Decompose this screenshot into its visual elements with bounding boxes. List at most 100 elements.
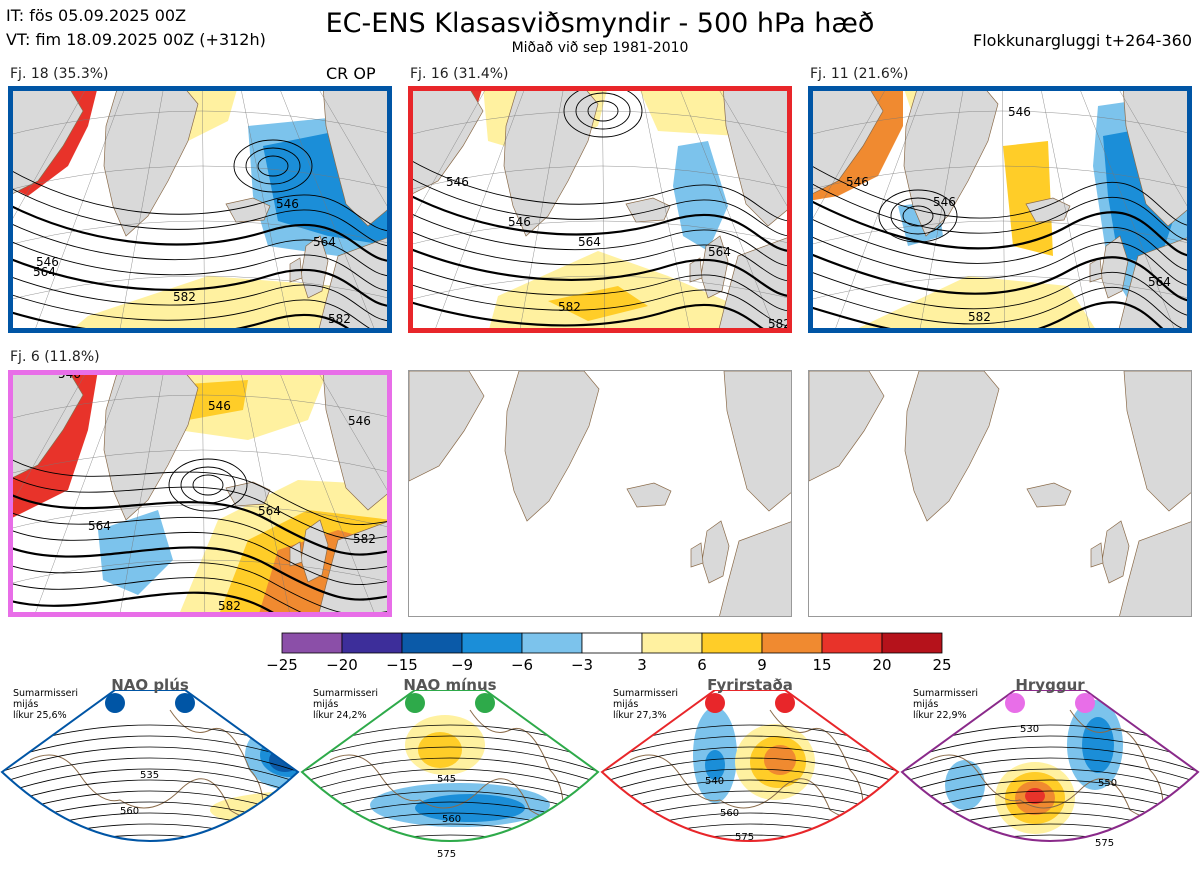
landmass (317, 519, 392, 617)
cluster-map-3: 546546546564582582 (808, 86, 1192, 333)
regime-fan-outline (0, 690, 300, 842)
contour-label: 546 (1008, 105, 1031, 119)
longitude-line (201, 86, 206, 333)
contour-label: 582 (968, 310, 991, 324)
contour-line (808, 286, 1192, 332)
regime-contour-label: 575 (437, 849, 456, 860)
contour-label: 546 (348, 414, 371, 428)
regime-text-line: mijás (313, 699, 339, 710)
contour-labels: 546546546564582582 (846, 105, 1192, 331)
regime-anomaly (415, 794, 525, 822)
contour-line (8, 474, 392, 541)
landmass (626, 482, 672, 508)
regime-coast (329, 754, 581, 819)
longitude-line (408, 86, 488, 228)
colorbar-tick-label: −9 (450, 656, 474, 674)
latitude-line (808, 110, 1192, 136)
regime-contour-label: 550 (1098, 778, 1117, 789)
latitude-line (8, 394, 392, 420)
contour-line (808, 163, 1192, 227)
contour-line (408, 229, 792, 282)
longitude-line (201, 370, 206, 617)
colorbar-bin (881, 632, 943, 654)
cluster-map-1: 546 546 564 564 582 582 (8, 86, 392, 333)
anomaly-area (1003, 141, 1053, 256)
contour-label: 564 (708, 245, 731, 259)
landmass (8, 86, 84, 197)
colorbar-tick-label: 9 (757, 656, 767, 674)
contour-label: 546 (36, 255, 59, 269)
colorbar-tick-label: 6 (697, 656, 707, 674)
regime-probability-text: Sumarmisseri mijás líkur 24,2% (313, 688, 378, 721)
contour-major (8, 545, 392, 601)
contour-line (8, 168, 392, 232)
landmass (903, 86, 999, 237)
regime-anomaly (1023, 851, 1053, 863)
valid-time: VT: fim 18.09.2025 00Z (+312h) (6, 30, 266, 49)
cluster-map-4: 546 546 546 564 564 582 582 (8, 370, 392, 617)
longitude-line (1078, 86, 1177, 333)
contour-line (408, 265, 792, 312)
contour-label: 582 (173, 290, 196, 304)
contour-major (408, 246, 792, 298)
longitude-line (119, 86, 165, 333)
empty-map-6-svg (809, 371, 1191, 616)
cluster-map-2: 546 546 564 564 582 582 (408, 86, 792, 333)
regime-text-line: Sumarmisseri (913, 688, 979, 699)
control-run-label: CR OP (326, 64, 376, 83)
cluster-label-2: Fj. 16 (31.4%) (410, 66, 509, 82)
colorbar-tick-label: 20 (872, 656, 892, 674)
colorbar-bin (641, 632, 703, 654)
regime-coast (469, 709, 564, 841)
contour-major (8, 256, 392, 308)
regime-contour (602, 735, 898, 762)
contour-line (408, 158, 792, 222)
page-title: EC-ENS Klasasviðsmyndir - 500 hPa hæð (325, 8, 875, 39)
regime-text-line: Sumarmisseri (13, 688, 79, 699)
longitude-line (433, 86, 526, 333)
regime-contour (602, 768, 898, 795)
empty-map-5-svg (409, 371, 791, 616)
colorbar-tick-label: −15 (386, 656, 418, 674)
regime-dot (775, 693, 795, 713)
latitude-line (8, 110, 392, 136)
contour-ring (168, 458, 248, 512)
contour-major (808, 251, 1192, 303)
longitude-line (240, 86, 291, 333)
longitude-line (8, 86, 88, 228)
regime-contour-label: 540 (705, 776, 724, 787)
latitude-line (808, 275, 1192, 301)
regime-title: NAO plús (111, 676, 189, 694)
regime-contour (902, 768, 1198, 795)
landmass (504, 371, 600, 522)
regime-dot (705, 693, 725, 713)
regime-dot (1075, 693, 1095, 713)
longitude-line (808, 86, 888, 228)
contour-label: 546 (58, 370, 81, 381)
regime-frame (8, 370, 392, 617)
latitude-line (408, 275, 792, 301)
contour-ring (192, 474, 224, 496)
regime-contour (2, 768, 298, 795)
regime-anomaly (1082, 717, 1114, 773)
contour-label: 564 (88, 519, 111, 533)
regime-dot (175, 693, 195, 713)
regime-coast (169, 709, 264, 841)
regime-contour (2, 834, 298, 841)
longitude-line (316, 370, 392, 499)
contour-ring (587, 100, 619, 122)
regime-coast (929, 754, 1181, 819)
cluster-label-1: Fj. 18 (35.3%) (10, 66, 109, 82)
regime-text-line: líkur 24,2% (313, 710, 367, 721)
landmass (322, 370, 392, 511)
landmass (809, 371, 885, 482)
colorbar-bin (761, 632, 823, 654)
colorbar-bin (701, 632, 763, 654)
contour-line (808, 270, 1192, 317)
regime-coast (29, 754, 281, 819)
contour-label: 546 (508, 215, 531, 229)
longitude-line (601, 86, 606, 333)
longitude-line (8, 370, 88, 512)
